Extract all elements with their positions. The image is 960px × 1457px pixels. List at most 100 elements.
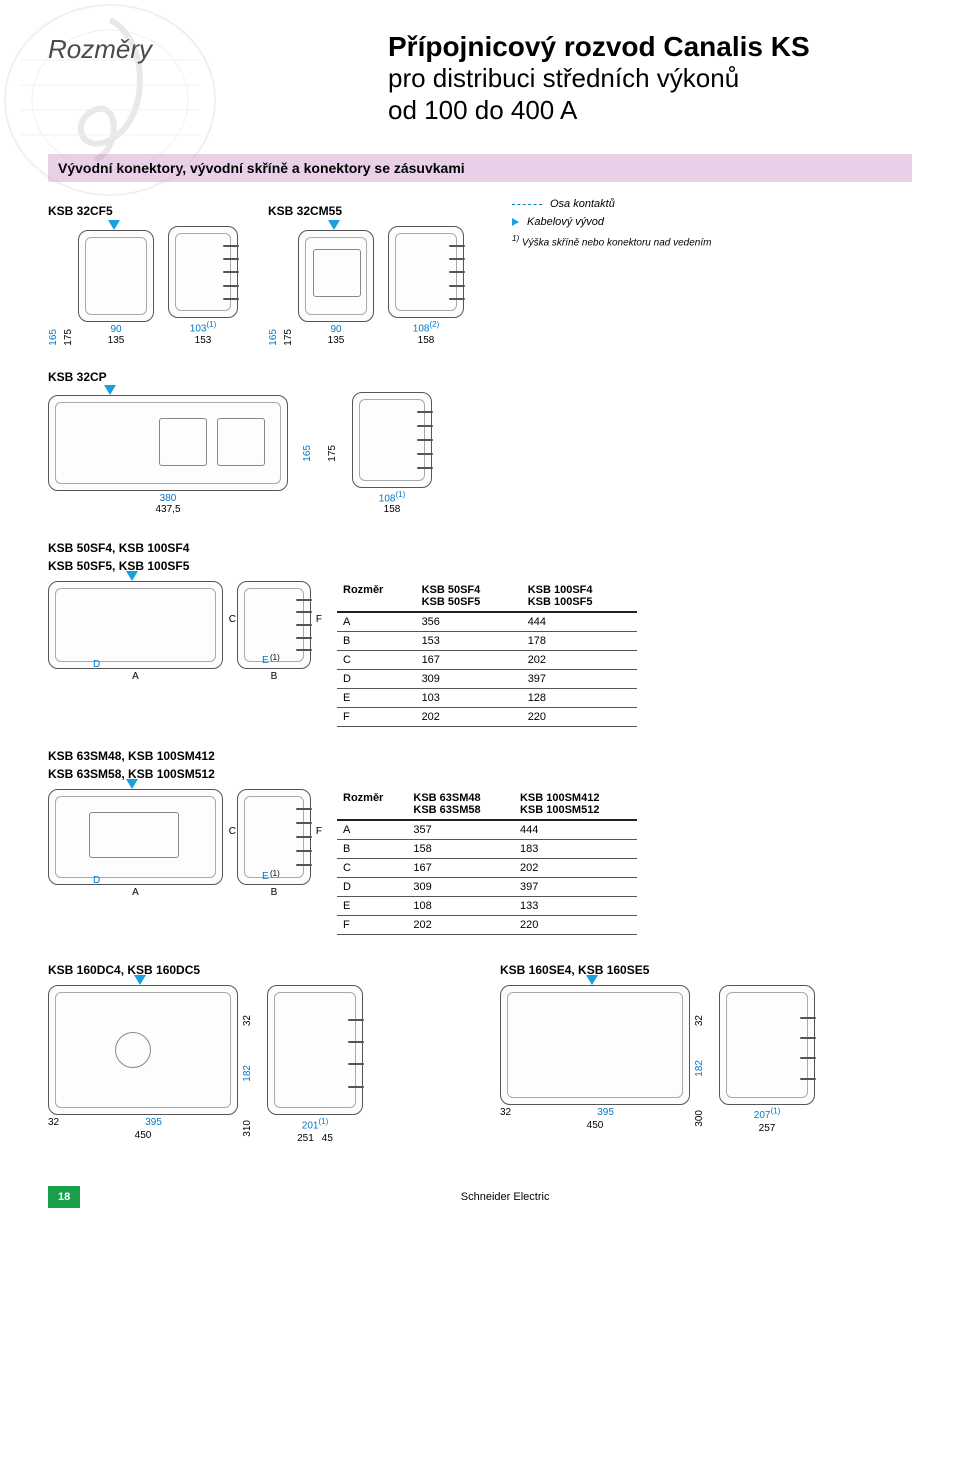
dc-d-outer: 251 [297,1133,314,1144]
table-row: B158183 [337,840,637,859]
dc-d-inner-sup: (1) [318,1117,328,1126]
cf5-h-inner: 165 [48,329,59,346]
sm-heading2: KSB 63SM58, KSB 100SM512 [48,767,912,781]
table-row: E108133 [337,897,637,916]
cp-side-drawing [352,392,432,488]
cm55-side-drawing [388,226,464,318]
sf-th-c2: KSB 100SF4KSB 100SF5 [522,581,637,612]
se-front-drawing [500,985,690,1105]
footer-brand: Schneider Electric [98,1191,912,1203]
section-label: Rozměry [48,30,388,65]
cf5-axis-arrow-icon [108,220,120,230]
se-label: KSB 160SE4, KSB 160SE5 [500,963,912,977]
cp-w-inner: 380 [48,493,288,504]
sf-letter-A: A [48,671,223,682]
se-h-tot: 300 [694,1110,705,1127]
cp-h-outer: 175 [327,445,338,462]
label-cp: KSB 32CP [48,370,912,384]
sf-th-c1: KSB 50SF4KSB 50SF5 [416,581,522,612]
sf-axis-arrow-icon [126,571,138,581]
dc-h-mid: 182 [242,1065,253,1082]
page-footer: 18 Schneider Electric [48,1186,912,1208]
dc-d-inner: 201 [302,1120,319,1131]
cf5-side-drawing [168,226,238,318]
block-cm55: KSB 32CM55 165 175 [268,198,464,345]
cf5-w-outer: 135 [78,335,154,346]
cm55-d-inner-sup: (2) [429,320,439,329]
cm55-h-outer: 175 [283,329,294,346]
sf-letter-F: F [316,614,322,625]
cp-d-inner: 108 [379,493,396,504]
table-row: A356444 [337,612,637,632]
cp-w-outer: 437,5 [48,504,288,515]
dc-front-drawing [48,985,238,1115]
sf-letter-D: D [93,659,100,670]
cf5-d-inner-sup: (1) [206,320,216,329]
sm-front-drawing: C D [48,789,223,885]
se-w-outer: 450 [500,1120,690,1131]
cm55-d-inner: 108 [413,324,430,335]
table-row: F202220 [337,916,637,935]
dc-w-outer: 450 [48,1130,238,1141]
sf-th-rozmer: Rozměr [337,581,416,612]
cf5-front-drawing [78,230,154,322]
page: Rozměry Přípojnicový rozvod Canalis KS p… [0,0,960,1238]
se-axis-arrow-icon [586,975,598,985]
table-row: D309397 [337,878,637,897]
label-cf5: KSB 32CF5 [48,204,238,218]
title-sub2: od 100 do 400 A [388,95,912,127]
sf-letter-B: B [237,671,311,682]
legend-foot-sup: 1) [512,234,519,243]
cp-d-inner-sup: (1) [395,490,405,499]
sm-letter-B: B [237,887,311,898]
se-block: KSB 160SE4, KSB 160SE5 32 395 450 [500,957,912,1144]
cf5-h-outer: 175 [63,329,74,346]
bottom-panels: KSB 160DC4, KSB 160DC5 32 395 450 [48,957,912,1144]
cf5-d-outer: 153 [168,335,238,346]
title-main: Přípojnicový rozvod Canalis KS [388,30,912,63]
block-cf5: KSB 32CF5 165 175 90 [48,198,238,345]
legend-axis-line-icon [512,204,542,205]
sf-heading1: KSB 50SF4, KSB 100SF4 [48,541,912,555]
block-cp: 380 437,5 165 175 108(1) 158 [48,392,912,515]
se-w-inner: 395 [521,1107,690,1118]
cm55-w-inner: 90 [298,324,374,335]
dc-h-top: 32 [242,1015,253,1026]
dc-block: KSB 160DC4, KSB 160DC5 32 395 450 [48,957,460,1144]
sf-section: KSB 50SF4, KSB 100SF4 KSB 50SF5, KSB 100… [48,541,912,727]
cm55-axis-arrow-icon [328,220,340,230]
cp-h-inner: 165 [302,445,313,462]
sm-table: Rozměr KSB 63SM48KSB 63SM58 KSB 100SM412… [337,789,637,935]
se-d-inner-sup: (1) [770,1107,780,1116]
legend-cable: Kabelový vývod [527,216,604,228]
cf5-w-inner: 90 [78,324,154,335]
se-h-top: 32 [694,1015,705,1026]
sf-side-drawing: F E (1) [237,581,311,669]
table-row: A357444 [337,820,637,840]
sm-letter-F: F [316,826,322,837]
se-d-outer: 257 [759,1123,776,1134]
cp-axis-arrow-icon [104,385,116,395]
sm-th-rozmer: Rozměr [337,789,407,820]
se-side-drawing [719,985,815,1105]
table-row: E103128 [337,689,637,708]
cf5-d-inner: 103 [190,324,207,335]
legend-footnote: Výška skříně nebo konektoru nad vedením [522,238,712,249]
sm-side-drawing: F E (1) [237,789,311,885]
sm-letter-D: D [93,875,100,886]
dc-w-off: 32 [48,1117,59,1128]
table-row: C167202 [337,859,637,878]
se-h-mid: 182 [694,1060,705,1077]
cp-d-outer: 158 [352,504,432,515]
legend-axis: Osa kontaktů [550,198,615,210]
sm-section: KSB 63SM48, KSB 100SM412 KSB 63SM58, KSB… [48,749,912,935]
page-number: 18 [48,1186,80,1208]
legend-box: Osa kontaktů Kabelový vývod 1) Výška skř… [512,198,711,248]
sm-axis-arrow-icon [126,779,138,789]
table-row: D309397 [337,670,637,689]
table-row: C167202 [337,651,637,670]
dc-label: KSB 160DC4, KSB 160DC5 [48,963,460,977]
header-right: Přípojnicový rozvod Canalis KS pro distr… [388,30,912,126]
sf-heading2: KSB 50SF5, KSB 100SF5 [48,559,912,573]
sm-heading1: KSB 63SM48, KSB 100SM412 [48,749,912,763]
